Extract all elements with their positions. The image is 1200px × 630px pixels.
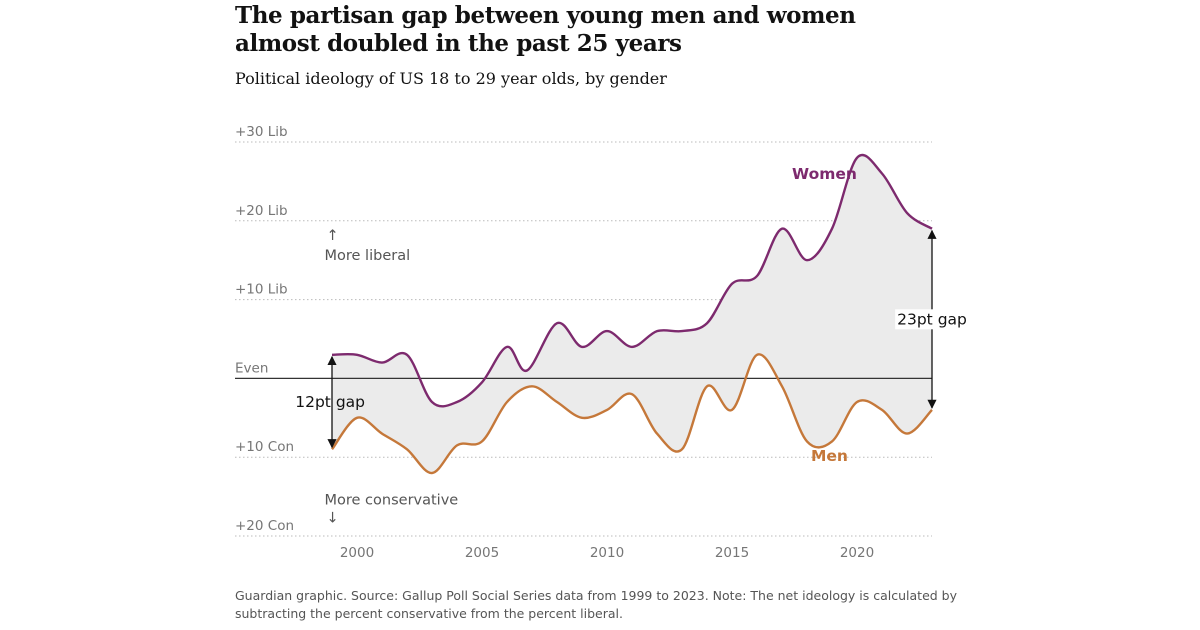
gap-area xyxy=(332,155,932,474)
series-label-women: Women xyxy=(792,165,857,183)
chart-subtitle: Political ideology of US 18 to 29 year o… xyxy=(235,69,667,88)
gap-label-12pt: 12pt gap xyxy=(295,393,365,411)
x-tick-label: 2020 xyxy=(840,545,874,561)
y-tick-label: +20 Con xyxy=(235,518,294,534)
x-tick-label: 2000 xyxy=(340,545,374,561)
y-tick-label: +20 Lib xyxy=(235,203,288,219)
y-tick-label: +10 Lib xyxy=(235,282,288,298)
y-tick-label: +30 Lib xyxy=(235,124,288,140)
annotation-more-liberal: More liberal xyxy=(325,248,411,264)
chart-title: The partisan gap between young men and w… xyxy=(235,2,856,57)
series-line-women xyxy=(331,153,933,408)
x-tick-label: 2015 xyxy=(715,545,749,561)
gap-label-bg xyxy=(895,309,969,330)
chart-footnote: Guardian graphic. Source: Gallup Poll So… xyxy=(235,588,958,621)
down-arrow-icon: ↓ xyxy=(327,510,339,526)
y-tick-label: +10 Con xyxy=(235,439,294,455)
annotation-more-conservative: More conservative xyxy=(325,492,459,508)
x-tick-label: 2010 xyxy=(590,545,624,561)
series-line-men xyxy=(331,353,933,475)
gap-label-23pt: 23pt gap xyxy=(897,310,967,328)
series-label-men: Men xyxy=(811,447,848,465)
up-arrow-icon: ↑ xyxy=(327,228,339,244)
y-tick-label: Even xyxy=(235,360,268,376)
x-tick-label: 2005 xyxy=(465,545,499,561)
